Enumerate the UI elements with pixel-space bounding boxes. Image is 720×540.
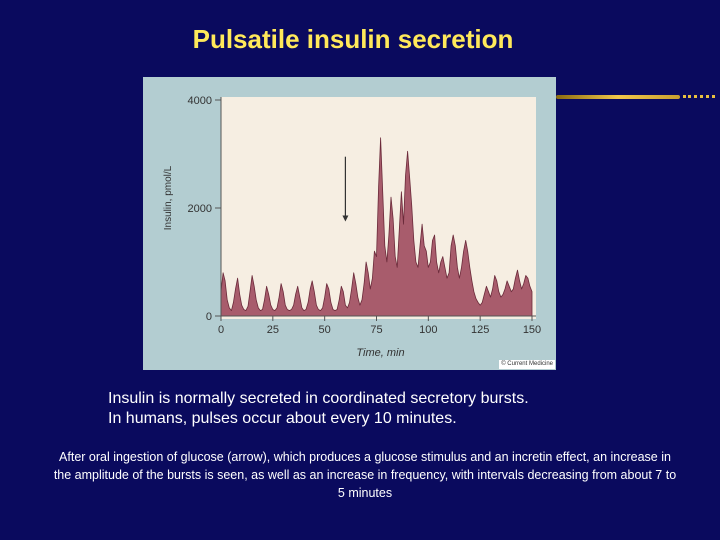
x-tick-label: 100: [419, 324, 437, 336]
x-tick-label: 50: [319, 324, 331, 336]
x-tick-label: 25: [267, 324, 279, 336]
y-tick-label: 0: [206, 311, 212, 323]
y-axis-label: Insulin, pmol/L: [163, 165, 174, 230]
y-tick-label: 4000: [188, 95, 212, 107]
x-axis-label: Time, min: [356, 347, 404, 359]
bullet-list: Insulin is normally secreted in coordina…: [108, 389, 708, 429]
slide-title: Pulsatile insulin secretion: [192, 24, 514, 54]
y-tick-label: 2000: [188, 203, 212, 215]
caption-note: After oral ingestion of glucose (arrow),…: [53, 450, 677, 500]
x-tick-label: 75: [370, 324, 382, 336]
copyright-label: © Current Medicine: [499, 360, 555, 369]
bullet-2: In humans, pulses occur about every 10 m…: [108, 410, 457, 427]
bullet-1: Insulin is normally secreted in coordina…: [108, 390, 529, 407]
glucose-arrow-head: [342, 215, 349, 222]
decorative-gold-dots: [683, 95, 715, 98]
decorative-gold-line: [556, 95, 680, 99]
insulin-chart: 0 25 50 75 100 125 150 0 2000 4000 Time, min Insuli…: [163, 95, 541, 359]
x-tick-label: 125: [471, 324, 489, 336]
chart-figure: 0 25 50 75 100 125 150 0 2000 4000 Time, min Insuli…: [143, 77, 556, 370]
insulin-series-area: [220, 137, 533, 317]
x-tick-label: 150: [523, 324, 541, 336]
x-tick-label: 0: [218, 324, 224, 336]
